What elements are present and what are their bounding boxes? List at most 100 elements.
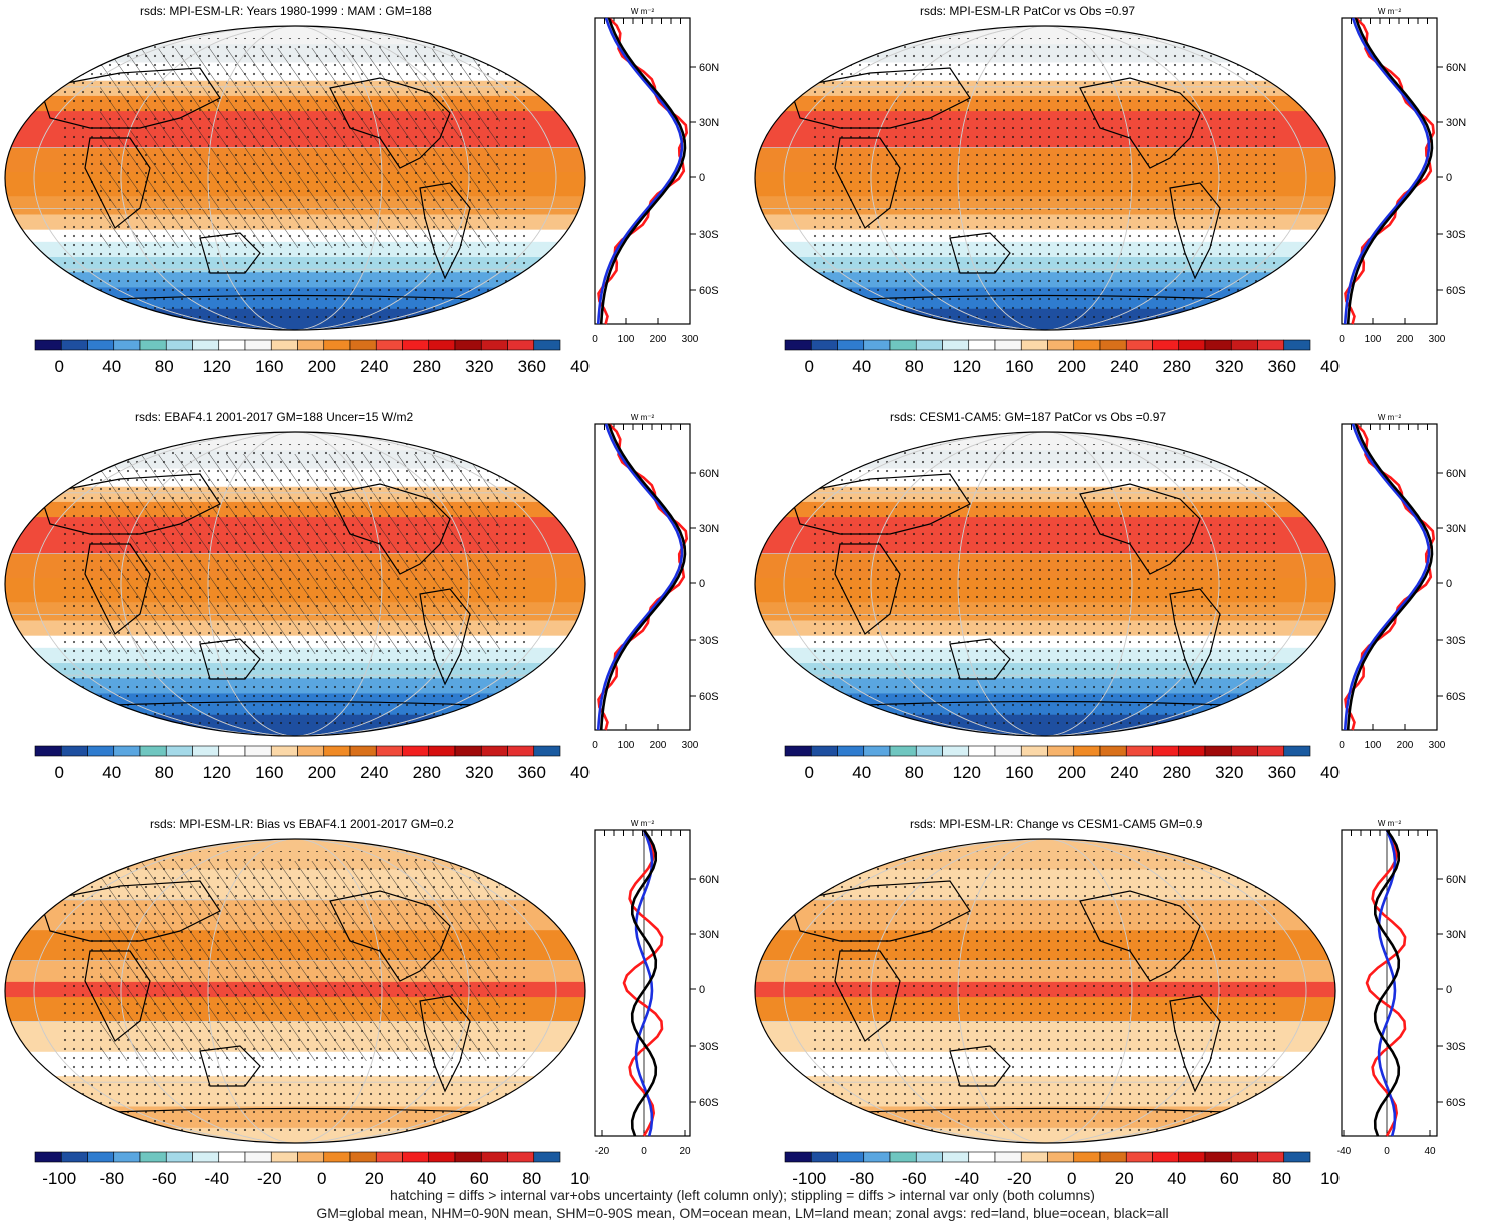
colorbar-swatch bbox=[270, 1151, 298, 1163]
svg-text:0: 0 bbox=[1446, 984, 1452, 996]
colorbar-swatch bbox=[87, 1151, 115, 1163]
map-panel-5 bbox=[4, 838, 586, 1144]
colorbar-swatch bbox=[1125, 745, 1153, 757]
colorbar-swatch bbox=[810, 339, 838, 351]
colorbar-swatch bbox=[1020, 745, 1048, 757]
svg-text:0: 0 bbox=[1446, 578, 1452, 590]
colorbar-swatch bbox=[1178, 1151, 1206, 1163]
svg-text:100: 100 bbox=[1365, 334, 1382, 345]
colorbar-swatch bbox=[1125, 339, 1153, 351]
map-panel-2 bbox=[754, 25, 1336, 331]
colorbar-tick-label: 0 bbox=[1067, 1169, 1076, 1186]
colorbar-swatch bbox=[1204, 1151, 1232, 1163]
colorbar-swatch bbox=[1073, 1151, 1101, 1163]
colorbar-swatch bbox=[1283, 1151, 1311, 1163]
svg-text:300: 300 bbox=[1429, 334, 1446, 345]
colorbar-swatch bbox=[375, 1151, 403, 1163]
colorbar-tick-label: 120 bbox=[203, 763, 231, 780]
colorbar-swatch bbox=[87, 745, 115, 757]
colorbar-tick-label: 40 bbox=[102, 763, 121, 780]
colorbar-swatch bbox=[192, 339, 220, 351]
colorbar-swatch bbox=[60, 1151, 88, 1163]
colorbar-swatch bbox=[139, 1151, 167, 1163]
panel-title-6: rsds: MPI-ESM-LR: Change vs CESM1-CAM5 G… bbox=[910, 817, 1203, 831]
colorbar-swatch bbox=[942, 339, 970, 351]
colorbar-swatch bbox=[889, 1151, 917, 1163]
svg-text:W m⁻²: W m⁻² bbox=[631, 7, 655, 16]
colorbar-swatch bbox=[1099, 339, 1127, 351]
colorbar-swatch bbox=[428, 745, 456, 757]
colorbar-swatch bbox=[244, 1151, 272, 1163]
svg-text:300: 300 bbox=[682, 740, 699, 751]
colorbar-swatch bbox=[1283, 745, 1311, 757]
svg-text:0: 0 bbox=[641, 1146, 647, 1157]
colorbar-2: 0 40 80 120 160 200 240 280 320 360 400 bbox=[784, 339, 1340, 374]
colorbar-tick-label: 120 bbox=[953, 763, 981, 780]
colorbar-tick-label: 360 bbox=[1268, 763, 1296, 780]
colorbar-tick-label: 240 bbox=[360, 763, 388, 780]
colorbar-swatch bbox=[402, 745, 430, 757]
map-panel-3 bbox=[4, 431, 586, 737]
panel-title-1: rsds: MPI-ESM-LR: Years 1980-1999 : MAM … bbox=[140, 4, 432, 18]
colorbar-swatch bbox=[375, 339, 403, 351]
colorbar-tick-label: 200 bbox=[1058, 763, 1086, 780]
colorbar-tick-label: -80 bbox=[849, 1169, 874, 1186]
zonal-mean-plot-2: W m⁻² 60N 30N 0 30S 60S 0 100 200 300 bbox=[1339, 7, 1466, 345]
svg-text:0: 0 bbox=[592, 740, 598, 751]
colorbar-tick-label: 0 bbox=[805, 357, 814, 374]
colorbar-swatch bbox=[454, 1151, 482, 1163]
colorbar-swatch bbox=[837, 745, 865, 757]
colorbar-tick-label: 40 bbox=[852, 357, 871, 374]
colorbar-tick-label: 280 bbox=[413, 763, 441, 780]
colorbar-swatch bbox=[34, 339, 62, 351]
colorbar-swatch bbox=[218, 745, 246, 757]
colorbar-swatch bbox=[1099, 745, 1127, 757]
colorbar-swatch bbox=[270, 745, 298, 757]
colorbar-swatch bbox=[244, 339, 272, 351]
svg-text:30S: 30S bbox=[699, 1041, 719, 1053]
colorbar-tick-label: 60 bbox=[470, 1169, 489, 1186]
svg-text:60S: 60S bbox=[1446, 285, 1466, 297]
colorbar-swatch bbox=[218, 339, 246, 351]
colorbar-swatch bbox=[1178, 745, 1206, 757]
panel-title-2: rsds: MPI-ESM-LR PatCor vs Obs =0.97 bbox=[920, 4, 1136, 18]
svg-text:300: 300 bbox=[1429, 740, 1446, 751]
colorbar-tick-label: 0 bbox=[317, 1169, 326, 1186]
svg-text:30S: 30S bbox=[1446, 1041, 1466, 1053]
colorbar-swatch bbox=[994, 745, 1022, 757]
colorbar-swatch bbox=[165, 745, 193, 757]
colorbar-tick-label: -100 bbox=[792, 1169, 826, 1186]
colorbar-tick-label: -60 bbox=[152, 1169, 177, 1186]
colorbar-swatch bbox=[428, 339, 456, 351]
colorbar-3: 0 40 80 120 160 200 240 280 320 360 400 bbox=[34, 745, 590, 780]
svg-text:W m⁻²: W m⁻² bbox=[1378, 7, 1402, 16]
colorbar-tick-label: 240 bbox=[1110, 763, 1138, 780]
colorbar-tick-label: 40 bbox=[417, 1169, 436, 1186]
colorbar-1: 0 40 80 120 160 200 240 280 320 360 400 bbox=[34, 339, 590, 374]
colorbar-swatch bbox=[60, 745, 88, 757]
colorbar-swatch bbox=[1073, 339, 1101, 351]
colorbar-swatch bbox=[994, 1151, 1022, 1163]
colorbar-tick-label: 80 bbox=[1272, 1169, 1291, 1186]
colorbar-tick-label: 200 bbox=[1058, 357, 1086, 374]
colorbar-swatch bbox=[1230, 339, 1258, 351]
colorbar-swatch bbox=[915, 1151, 943, 1163]
colorbar-tick-label: 0 bbox=[55, 357, 64, 374]
svg-text:300: 300 bbox=[682, 334, 699, 345]
svg-text:0: 0 bbox=[699, 984, 705, 996]
colorbar-swatch bbox=[1230, 745, 1258, 757]
colorbar-tick-label: 120 bbox=[203, 357, 231, 374]
svg-text:200: 200 bbox=[650, 334, 667, 345]
svg-text:0: 0 bbox=[592, 334, 598, 345]
colorbar-swatch bbox=[297, 745, 325, 757]
colorbar-swatch bbox=[533, 339, 561, 351]
svg-text:30S: 30S bbox=[699, 635, 719, 647]
svg-text:0: 0 bbox=[1339, 334, 1345, 345]
colorbar-swatch bbox=[994, 339, 1022, 351]
svg-text:30N: 30N bbox=[1446, 117, 1466, 129]
colorbar-swatch bbox=[507, 339, 535, 351]
zonal-mean-plot-4: W m⁻² 60N 30N 0 30S 60S 0 100 200 300 bbox=[1339, 413, 1466, 751]
svg-text:30S: 30S bbox=[1446, 229, 1466, 241]
svg-text:60N: 60N bbox=[1446, 62, 1466, 74]
colorbar-tick-label: 0 bbox=[55, 763, 64, 780]
